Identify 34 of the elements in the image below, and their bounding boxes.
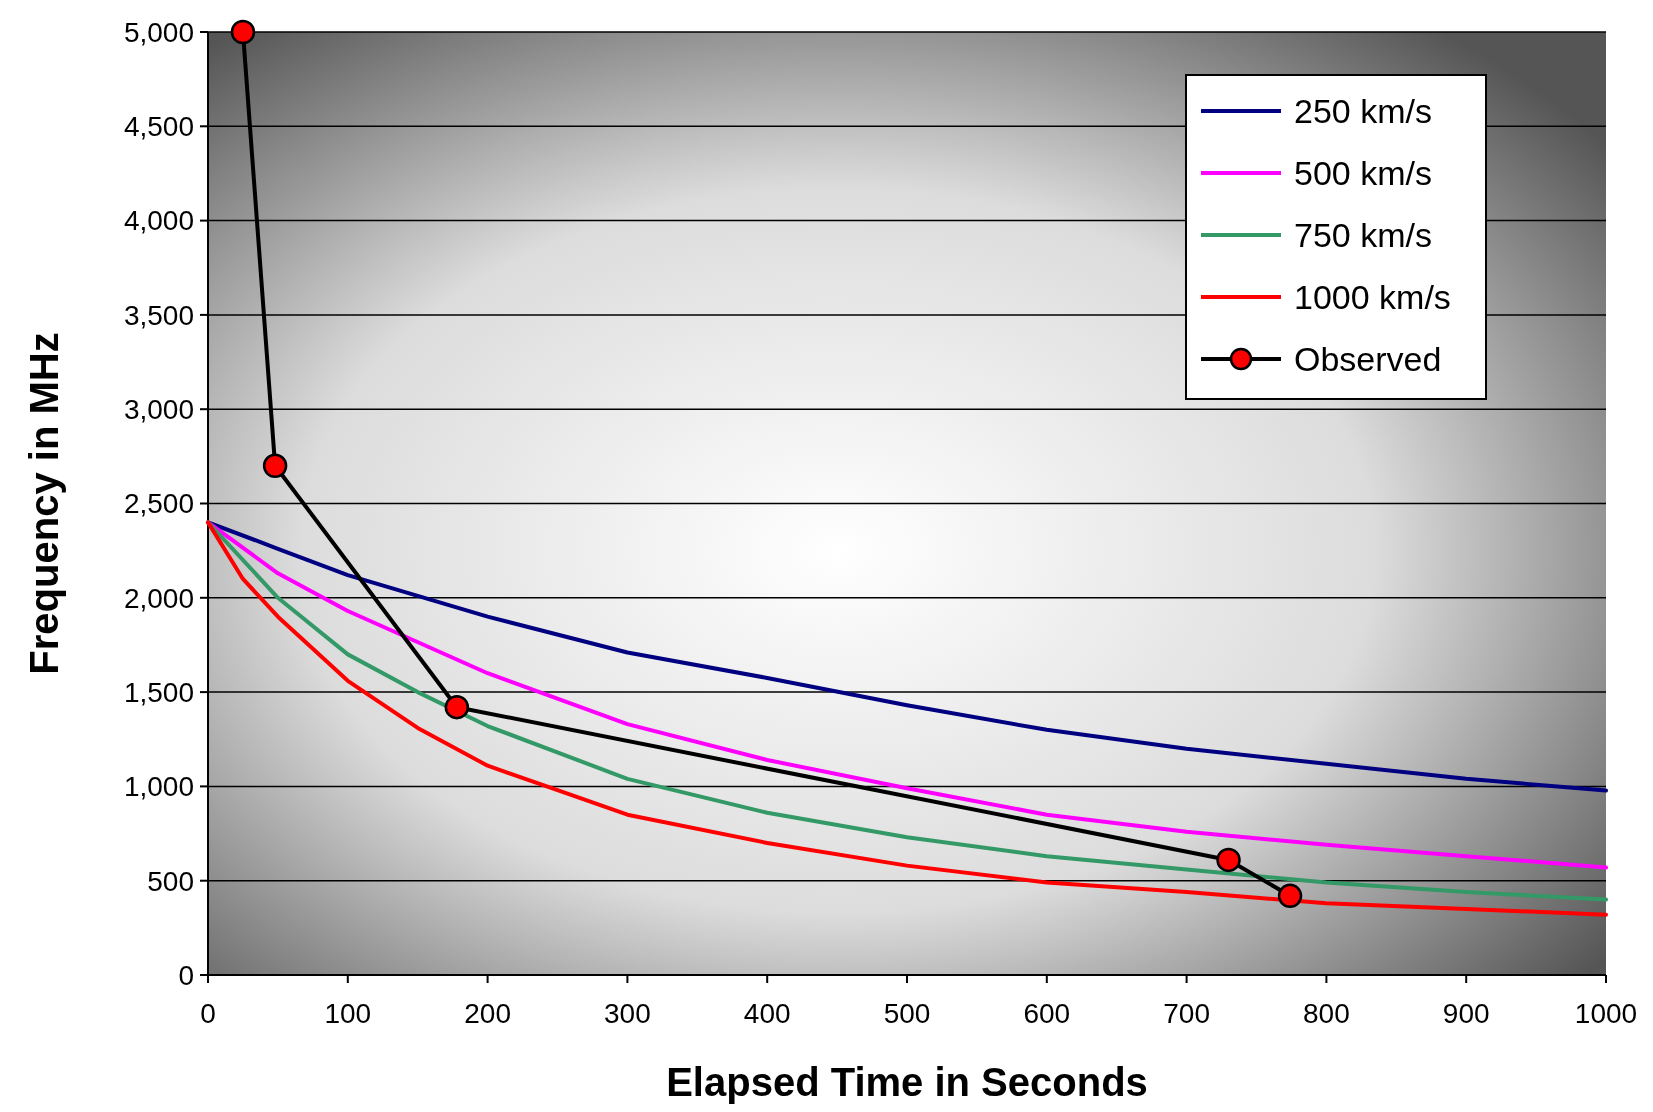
x-tick-label: 300 xyxy=(604,998,651,1029)
point xyxy=(262,453,288,479)
y-tick-label: 4,500 xyxy=(123,111,194,143)
point xyxy=(1216,847,1241,873)
y-tick-label: 1,500 xyxy=(123,676,194,708)
legend-label: Observed xyxy=(1294,339,1442,378)
y-tick-label: 1,000 xyxy=(123,771,194,803)
y-tick-label: 3,000 xyxy=(123,394,194,425)
legend-label: 1000 km/s xyxy=(1294,277,1451,316)
x-tick-label: 100 xyxy=(324,998,372,1029)
x-tick-label: 500 xyxy=(883,998,931,1029)
y-tick-label: 500 xyxy=(147,865,194,897)
point xyxy=(230,19,256,45)
x-tick-label: 0 xyxy=(200,998,216,1029)
y-tick-label: 2,000 xyxy=(123,582,194,614)
x-tick-label: 400 xyxy=(743,998,791,1029)
legend-label: 250 km/s xyxy=(1294,91,1432,130)
legend-label: 750 km/s xyxy=(1294,215,1432,254)
point xyxy=(444,694,470,720)
y-tick-label: 0 xyxy=(178,959,194,991)
x-axis-title: Elapsed Time in Seconds xyxy=(666,1060,1148,1104)
x-tick-label: 900 xyxy=(1442,998,1490,1029)
point xyxy=(1277,883,1303,909)
x-tick-label: 800 xyxy=(1303,998,1350,1029)
y-tick-label: 2,500 xyxy=(123,488,194,520)
y-tick-label: 3,500 xyxy=(123,299,194,331)
legend-label: 500 km/s xyxy=(1294,153,1432,192)
x-tick-label: 700 xyxy=(1163,998,1210,1029)
y-tick-label: 5,000 xyxy=(123,16,194,48)
x-tick-label: 600 xyxy=(1023,998,1071,1029)
x-tick-label: 1000 xyxy=(1574,998,1638,1029)
y-tick-label: 4,000 xyxy=(123,205,194,237)
y-axis-title: Frequency in MHz xyxy=(22,332,66,675)
x-tick-label: 200 xyxy=(464,998,511,1029)
